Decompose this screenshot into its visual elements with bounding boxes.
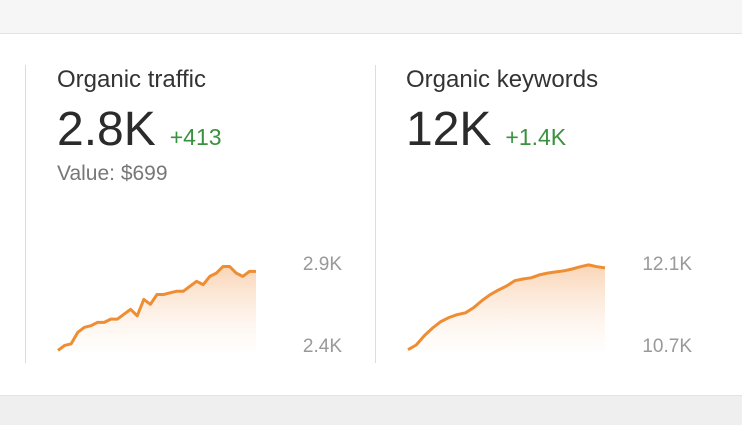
line (57, 265, 256, 352)
area (58, 266, 256, 352)
metric-subtitle: Value: $699 (57, 162, 168, 185)
top-bar (0, 0, 742, 34)
metric-card: Organic traffic 2.8K +413 Value: $699 (57, 64, 222, 186)
metric-title: Organic traffic (57, 66, 206, 93)
metric-card: Organic keywords 12K +1.4K (406, 64, 598, 156)
metric-change: +413 (169, 124, 222, 150)
y-tick-label: 12.1K (642, 254, 692, 275)
metric-title: Organic keywords (406, 66, 599, 93)
y-tick-label: 2.9K (303, 254, 342, 275)
divider (375, 65, 376, 363)
area (408, 264, 605, 352)
y-tick-label: 10.7K (642, 336, 692, 357)
divider (25, 65, 26, 363)
metric-head: 12K +1.4K (406, 104, 598, 156)
metric-value: 2.8K (57, 103, 156, 156)
bottom-bar (0, 395, 742, 425)
metric-value: 12K (406, 103, 492, 156)
metric-change: +1.4K (505, 124, 567, 150)
y-tick-label: 2.4K (303, 336, 342, 357)
line (407, 263, 606, 352)
metric-head: 2.8K +413 (57, 104, 222, 156)
